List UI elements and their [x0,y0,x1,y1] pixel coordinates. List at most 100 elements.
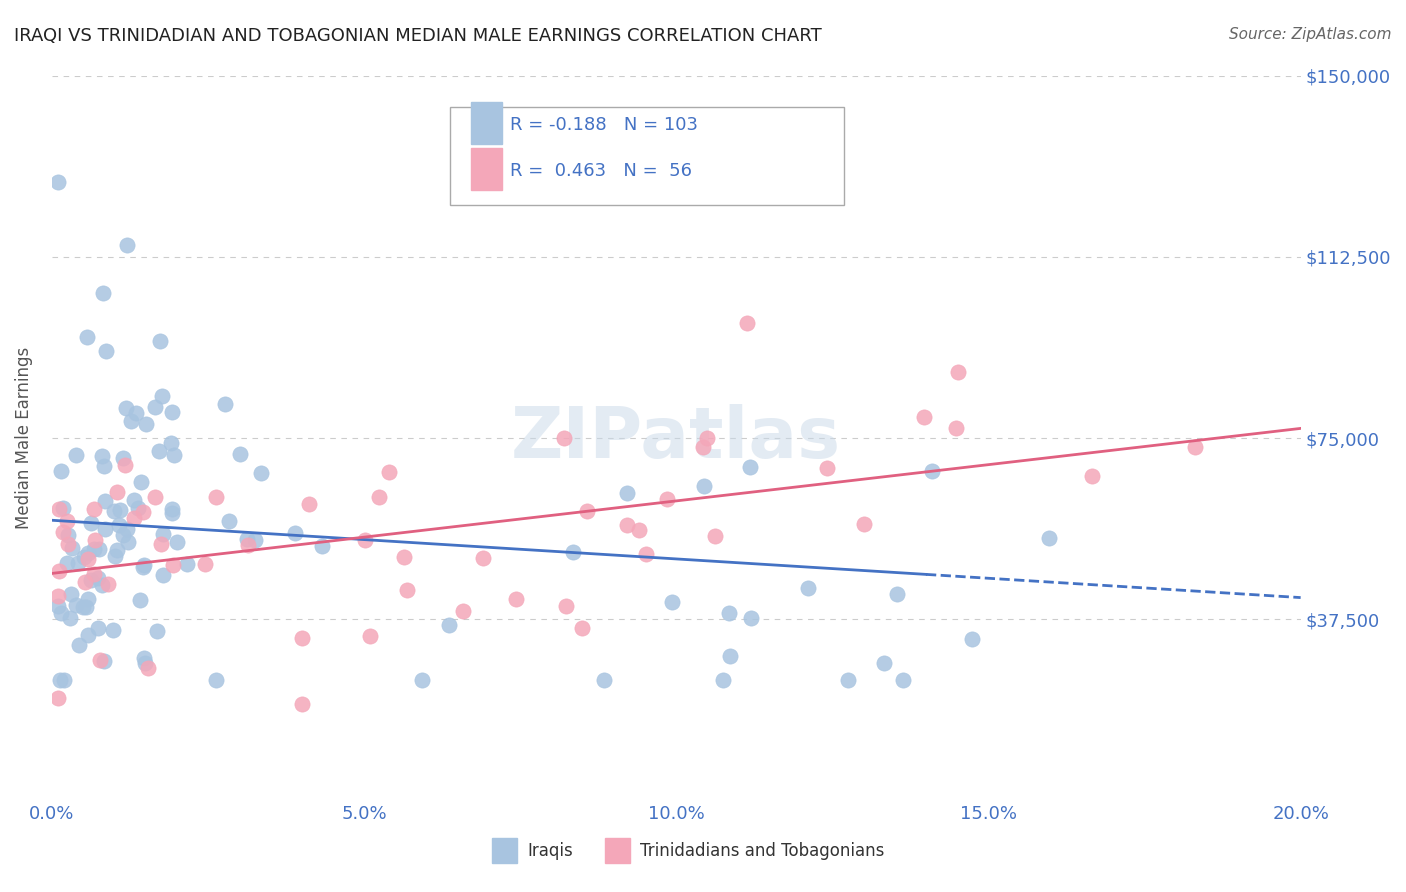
Point [162,558,184,572]
Point [56,528,79,542]
Point [76,330,98,344]
Point [111,451,134,466]
Point [83,567,105,582]
Point [152,568,174,582]
Point [204,673,226,687]
Point [65,448,87,462]
Point [740,460,762,475]
Point [129,475,152,490]
Point [571,621,593,635]
Point [735,316,758,330]
Point [105,485,128,500]
Point [815,460,838,475]
Point [134,657,156,671]
Point [437,618,460,632]
Point [166,535,188,549]
Point [76,546,98,560]
Text: Trinidadians and Tobagonians: Trinidadians and Tobagonians [640,842,884,860]
Point [395,582,418,597]
Point [451,604,474,618]
Point [505,592,527,607]
Point [692,440,714,454]
Point [411,673,433,687]
Point [56,556,79,570]
Point [59,587,82,601]
Point [205,490,228,504]
Point [46,175,69,189]
Point [94,522,117,536]
Point [76,592,98,607]
Point [67,638,90,652]
Point [150,389,173,403]
Point [575,504,598,518]
Point [107,517,129,532]
Point [243,533,266,547]
Point [283,525,305,540]
Point [91,449,114,463]
Point [1184,440,1206,454]
Point [354,533,377,547]
Point [117,534,139,549]
Point [46,691,69,706]
Point [711,673,734,687]
Point [661,595,683,609]
Point [111,528,134,542]
Point [236,532,259,546]
Point [148,443,170,458]
Point [152,526,174,541]
Point [1081,469,1104,483]
Point [145,400,167,414]
Point [48,564,70,578]
Point [103,503,125,517]
Point [122,511,145,525]
Point [236,538,259,552]
Point [77,552,100,566]
Point [692,479,714,493]
Point [160,502,183,516]
Point [616,486,638,500]
Point [114,401,136,415]
Point [837,673,859,687]
Point [1038,531,1060,545]
Point [359,629,381,643]
Point [114,458,136,473]
Point [132,506,155,520]
Point [159,435,181,450]
Point [56,515,79,529]
Point [60,541,83,556]
Point [146,624,169,638]
Point [250,466,273,480]
Point [49,673,72,687]
Point [229,446,252,460]
Point [696,431,718,445]
Point [105,543,128,558]
Point [194,557,217,571]
Y-axis label: Median Male Earnings: Median Male Earnings [15,347,32,529]
Point [945,421,967,435]
Point [65,598,87,612]
Point [718,606,741,620]
Point [873,657,896,671]
Point [83,502,105,516]
Point [91,286,114,301]
Point [134,651,156,665]
Point [368,491,391,505]
Point [52,525,75,540]
Point [87,571,110,585]
Point [555,599,578,613]
Text: Source: ZipAtlas.com: Source: ZipAtlas.com [1229,27,1392,42]
Point [110,502,132,516]
Point [59,611,82,625]
Point [73,574,96,589]
Point [46,599,69,613]
Point [553,431,575,445]
Point [94,344,117,359]
Text: ZIPatlas: ZIPatlas [512,403,841,473]
Point [160,506,183,520]
Point [593,673,616,687]
Point [46,589,69,603]
Point [101,623,124,637]
Point [214,397,236,411]
Point [48,501,70,516]
Point [91,578,114,592]
